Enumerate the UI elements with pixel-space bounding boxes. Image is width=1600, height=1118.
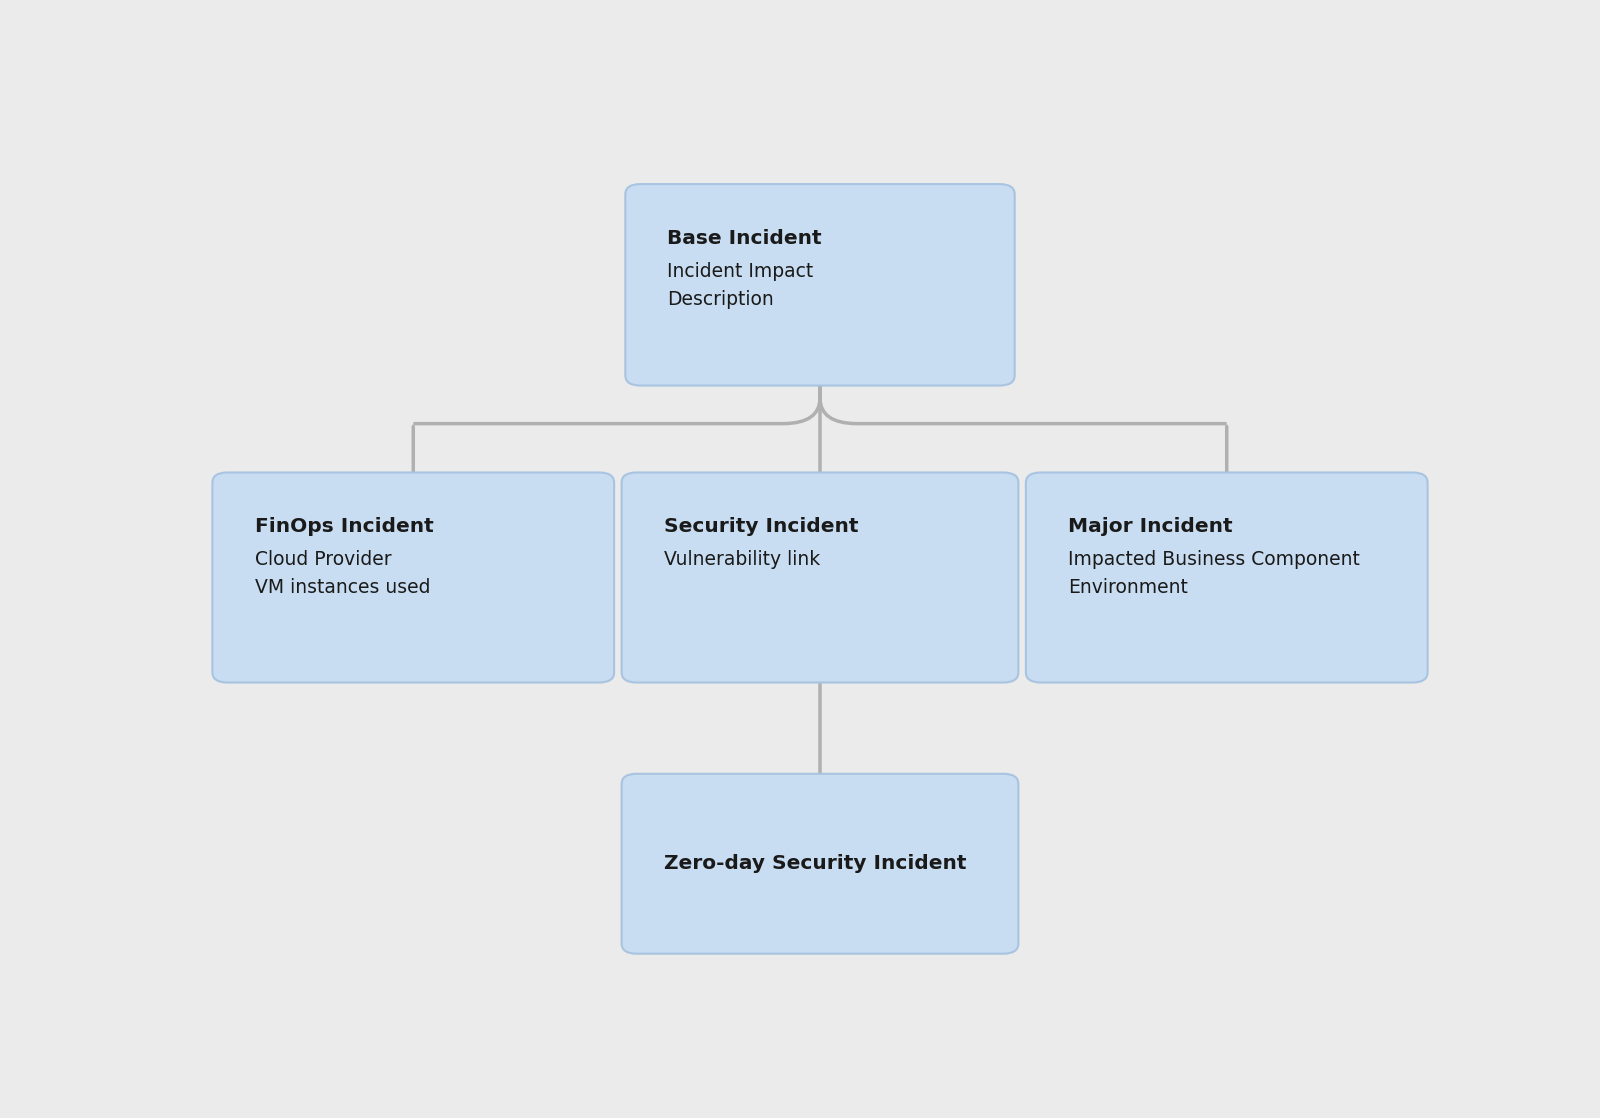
FancyBboxPatch shape [621, 774, 1018, 954]
Text: Zero-day Security Incident: Zero-day Security Incident [664, 854, 966, 873]
Text: VM instances used: VM instances used [254, 578, 430, 597]
FancyBboxPatch shape [626, 184, 1014, 386]
FancyBboxPatch shape [621, 473, 1018, 682]
Text: Cloud Provider: Cloud Provider [254, 550, 390, 569]
Text: Base Incident: Base Incident [667, 229, 822, 248]
Text: Vulnerability link: Vulnerability link [664, 550, 821, 569]
Text: Description: Description [667, 290, 774, 309]
Text: Security Incident: Security Incident [664, 518, 858, 537]
FancyBboxPatch shape [213, 473, 614, 682]
Text: Incident Impact: Incident Impact [667, 262, 814, 281]
Text: FinOps Incident: FinOps Incident [254, 518, 434, 537]
Text: Environment: Environment [1069, 578, 1187, 597]
Text: Impacted Business Component: Impacted Business Component [1069, 550, 1360, 569]
Text: Major Incident: Major Incident [1069, 518, 1232, 537]
FancyBboxPatch shape [1026, 473, 1427, 682]
